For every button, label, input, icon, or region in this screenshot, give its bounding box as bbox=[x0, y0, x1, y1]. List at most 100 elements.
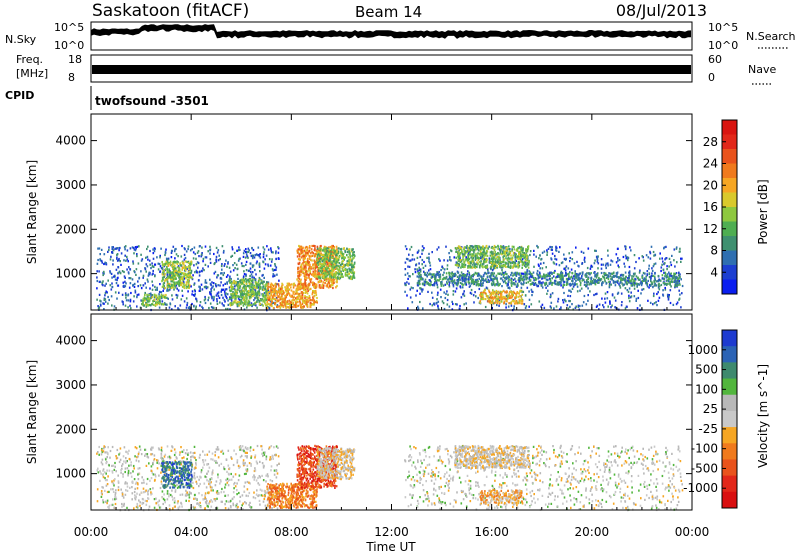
echo-cell bbox=[563, 257, 566, 260]
echo-cell bbox=[335, 273, 337, 276]
echo-cell bbox=[239, 294, 242, 297]
echo-cell bbox=[293, 304, 296, 307]
echo-cell bbox=[263, 251, 265, 254]
echo-cell bbox=[216, 302, 219, 305]
echo-cell bbox=[673, 259, 675, 262]
echo-cell bbox=[313, 259, 315, 262]
echo-cell bbox=[169, 262, 171, 265]
echo-cell bbox=[565, 265, 568, 268]
echo-cell bbox=[508, 302, 510, 305]
echo-cell bbox=[340, 275, 342, 278]
echo-cell bbox=[566, 273, 569, 276]
echo-cell bbox=[526, 254, 528, 257]
echo-cell bbox=[136, 255, 138, 258]
echo-cell bbox=[106, 291, 108, 294]
echo-cell bbox=[161, 300, 164, 303]
echo-cell bbox=[304, 279, 306, 282]
echo-cell bbox=[492, 260, 495, 263]
echo-cell bbox=[275, 252, 277, 255]
echo-cell bbox=[523, 256, 525, 260]
echo-cell bbox=[502, 295, 505, 298]
echo-cell bbox=[173, 269, 175, 272]
echo-cell bbox=[646, 285, 649, 288]
echo-cell bbox=[253, 299, 255, 302]
echo-cell bbox=[467, 254, 469, 257]
echo-cell bbox=[171, 308, 173, 311]
echo-cell bbox=[477, 245, 479, 248]
echo-cell bbox=[555, 249, 557, 252]
echo-cell bbox=[420, 275, 422, 278]
echo-cell bbox=[536, 269, 539, 273]
echo-cell bbox=[575, 246, 577, 249]
echo-cell bbox=[497, 252, 499, 255]
echo-cell bbox=[98, 280, 101, 283]
echo-cell bbox=[302, 271, 304, 274]
echo-cell bbox=[649, 257, 652, 260]
echo-cell bbox=[352, 266, 355, 269]
echo-cell bbox=[172, 277, 175, 280]
echo-cell bbox=[577, 304, 580, 307]
echo-cell bbox=[161, 268, 164, 271]
echo-cell bbox=[465, 278, 467, 281]
echo-cell bbox=[251, 283, 253, 286]
echo-cell bbox=[269, 304, 271, 307]
echo-cell bbox=[177, 289, 180, 292]
echo-cell bbox=[236, 303, 238, 306]
echo-cell bbox=[150, 297, 152, 300]
echo-cell bbox=[151, 288, 154, 291]
echo-cell bbox=[216, 276, 218, 279]
echo-cell bbox=[488, 279, 491, 282]
echo-cell bbox=[238, 281, 240, 284]
echo-cell bbox=[519, 295, 522, 298]
echo-cell bbox=[512, 251, 515, 254]
echo-cell bbox=[183, 286, 185, 289]
echo-cell bbox=[326, 249, 329, 253]
echo-cell bbox=[249, 288, 252, 291]
echo-cell bbox=[152, 269, 154, 273]
echo-cell bbox=[317, 263, 319, 267]
echo-cell bbox=[502, 260, 505, 263]
echo-cell bbox=[455, 287, 458, 290]
echo-cell bbox=[335, 258, 337, 261]
echo-cell bbox=[296, 296, 298, 299]
echo-cell bbox=[528, 259, 530, 262]
echo-cell bbox=[150, 267, 152, 270]
echo-cell bbox=[249, 270, 252, 273]
echo-cell bbox=[670, 280, 673, 283]
echo-cell bbox=[147, 258, 149, 261]
echo-cell bbox=[214, 283, 217, 286]
echo-cell bbox=[252, 285, 255, 288]
echo-cell bbox=[194, 271, 196, 274]
echo-cell bbox=[412, 273, 414, 276]
echo-cell bbox=[440, 281, 442, 284]
echo-cell bbox=[334, 275, 336, 278]
echo-cell bbox=[256, 286, 258, 289]
echo-cell bbox=[522, 262, 525, 265]
echo-cell bbox=[164, 253, 166, 257]
echo-cell bbox=[423, 260, 425, 264]
echo-cell bbox=[500, 294, 502, 297]
echo-cell bbox=[421, 290, 423, 293]
echo-cell bbox=[506, 273, 508, 276]
echo-cell bbox=[479, 257, 482, 260]
echo-cell bbox=[166, 278, 169, 281]
echo-cell bbox=[253, 276, 255, 279]
echo-cell bbox=[449, 256, 451, 259]
echo-cell bbox=[470, 292, 473, 295]
echo-cell bbox=[171, 278, 173, 281]
echo-cell bbox=[321, 267, 323, 270]
echo-cell bbox=[306, 263, 309, 266]
echo-cell bbox=[629, 246, 631, 249]
echo-cell bbox=[154, 263, 157, 266]
echo-cell bbox=[230, 299, 233, 302]
echo-cell bbox=[301, 246, 304, 249]
echo-cell bbox=[174, 283, 176, 286]
echo-cell bbox=[270, 260, 273, 263]
echo-cell bbox=[246, 292, 249, 295]
echo-cell bbox=[652, 265, 655, 268]
echo-cell bbox=[194, 293, 196, 296]
echo-cell bbox=[258, 290, 260, 294]
echo-cell bbox=[503, 252, 505, 255]
echo-cell bbox=[421, 249, 423, 252]
echo-cell bbox=[333, 263, 336, 266]
